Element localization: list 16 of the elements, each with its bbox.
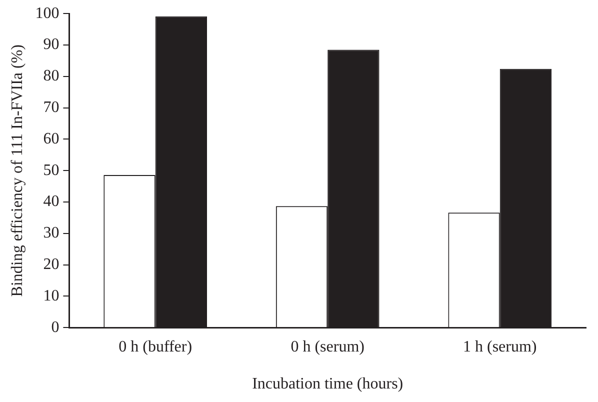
- y-tick-label: 80: [43, 68, 60, 85]
- y-tick-label: 30: [43, 224, 60, 242]
- y-tick-label: 0: [51, 318, 60, 336]
- y-axis-title: Binding efficiency of 111 In-FVIIa (%): [8, 44, 26, 297]
- y-tick-label: 90: [43, 36, 60, 54]
- x-tick-label: 1 h (serum): [462, 338, 537, 356]
- y-tick-label: 60: [43, 130, 60, 148]
- x-tick-label: 0 h (serum): [290, 338, 364, 356]
- y-tick-label: 20: [43, 256, 60, 274]
- y-tick-label: 100: [35, 4, 60, 22]
- y-tick-label: 70: [43, 99, 60, 116]
- y-tick-label: 40: [43, 193, 60, 210]
- x-axis-title: Incubation time (hours): [252, 376, 404, 393]
- y-tick-label: 50: [43, 162, 60, 179]
- y-tick-label: 10: [43, 287, 60, 304]
- x-tick-label: 0 h (buffer): [118, 338, 192, 356]
